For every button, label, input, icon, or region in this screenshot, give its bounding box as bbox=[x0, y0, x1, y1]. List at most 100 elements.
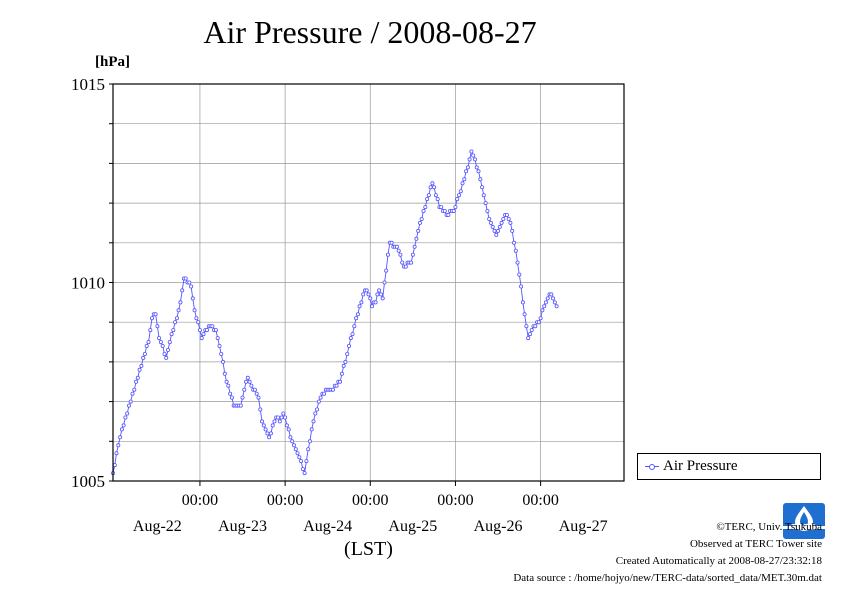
data-point bbox=[270, 423, 275, 428]
data-point bbox=[272, 419, 277, 424]
data-point bbox=[377, 288, 382, 293]
data-point bbox=[219, 351, 224, 356]
legend: Air Pressure bbox=[637, 453, 821, 480]
data-point bbox=[290, 439, 295, 444]
data-point bbox=[194, 316, 199, 321]
data-point bbox=[169, 332, 174, 337]
data-point bbox=[201, 332, 206, 337]
data-point bbox=[343, 359, 348, 364]
data-point bbox=[157, 336, 162, 341]
data-point bbox=[158, 340, 163, 345]
data-point bbox=[283, 415, 288, 420]
data-point bbox=[506, 216, 511, 221]
data-point bbox=[520, 300, 525, 305]
x-date-label: Aug-24 bbox=[303, 518, 352, 535]
data-point bbox=[543, 300, 548, 305]
data-point bbox=[242, 387, 247, 392]
data-point bbox=[137, 367, 142, 372]
data-point bbox=[458, 189, 463, 194]
data-point bbox=[259, 419, 264, 424]
y-tick-label: 1005 bbox=[71, 472, 105, 491]
data-point bbox=[267, 435, 272, 440]
data-point bbox=[465, 165, 470, 170]
data-point bbox=[545, 296, 550, 301]
data-point bbox=[385, 252, 390, 257]
data-point bbox=[288, 435, 293, 440]
data-point bbox=[400, 260, 405, 265]
data-point bbox=[425, 197, 430, 202]
data-point bbox=[472, 157, 477, 162]
data-point bbox=[430, 181, 435, 186]
data-point bbox=[382, 280, 387, 285]
legend-marker bbox=[649, 464, 655, 470]
data-point bbox=[481, 193, 486, 198]
x-date-label: Aug-26 bbox=[474, 518, 523, 535]
data-point bbox=[389, 240, 394, 245]
data-point bbox=[277, 419, 282, 424]
data-point bbox=[130, 391, 135, 396]
data-point bbox=[258, 407, 263, 412]
data-point bbox=[316, 399, 321, 404]
x-tick-label: 00:00 bbox=[437, 492, 473, 509]
data-point bbox=[476, 169, 481, 174]
footer-observed: Observed at TERC Tower site bbox=[689, 538, 822, 550]
data-point bbox=[247, 379, 252, 384]
data-point bbox=[464, 169, 469, 174]
data-point bbox=[295, 451, 300, 456]
data-point bbox=[142, 351, 147, 356]
data-point bbox=[421, 208, 426, 213]
data-point bbox=[512, 240, 517, 245]
data-point bbox=[394, 244, 399, 249]
data-point bbox=[265, 431, 270, 436]
data-point bbox=[139, 363, 144, 368]
data-point bbox=[368, 296, 373, 301]
data-point bbox=[189, 284, 194, 289]
data-point bbox=[471, 153, 476, 158]
data-point bbox=[341, 363, 346, 368]
data-point bbox=[135, 375, 140, 380]
data-point bbox=[165, 347, 170, 352]
data-point bbox=[293, 447, 298, 452]
data-point bbox=[334, 383, 339, 388]
data-point bbox=[359, 300, 364, 305]
data-point bbox=[338, 379, 343, 384]
data-point bbox=[314, 407, 319, 412]
data-point bbox=[119, 427, 124, 432]
data-point bbox=[526, 336, 531, 341]
data-point bbox=[123, 415, 128, 420]
x-axis-label: (LST) bbox=[344, 538, 393, 560]
data-point bbox=[375, 292, 380, 297]
data-point bbox=[510, 228, 515, 233]
data-point bbox=[176, 308, 181, 313]
data-point bbox=[192, 308, 197, 313]
data-point bbox=[164, 355, 169, 360]
data-point bbox=[256, 395, 261, 400]
data-point bbox=[490, 224, 495, 229]
data-point bbox=[499, 220, 504, 225]
data-point bbox=[552, 300, 557, 305]
data-point bbox=[306, 447, 311, 452]
data-point bbox=[409, 260, 414, 265]
data-point bbox=[299, 459, 304, 464]
data-point bbox=[513, 248, 518, 253]
data-point bbox=[112, 463, 117, 468]
data-point bbox=[318, 395, 323, 400]
data-point bbox=[522, 312, 527, 317]
data-point bbox=[551, 296, 556, 301]
data-point bbox=[455, 197, 460, 202]
data-point bbox=[284, 423, 289, 428]
data-point bbox=[132, 387, 137, 392]
data-point bbox=[483, 201, 488, 206]
data-point bbox=[215, 336, 220, 341]
data-point bbox=[196, 320, 201, 325]
data-point bbox=[224, 379, 229, 384]
data-point bbox=[346, 343, 351, 348]
data-point bbox=[497, 224, 502, 229]
data-point bbox=[268, 431, 273, 436]
x-date-label: Aug-23 bbox=[218, 518, 267, 535]
data-point bbox=[226, 383, 231, 388]
data-point bbox=[187, 280, 192, 285]
data-point bbox=[220, 359, 225, 364]
data-point bbox=[410, 252, 415, 257]
data-point bbox=[554, 304, 559, 309]
